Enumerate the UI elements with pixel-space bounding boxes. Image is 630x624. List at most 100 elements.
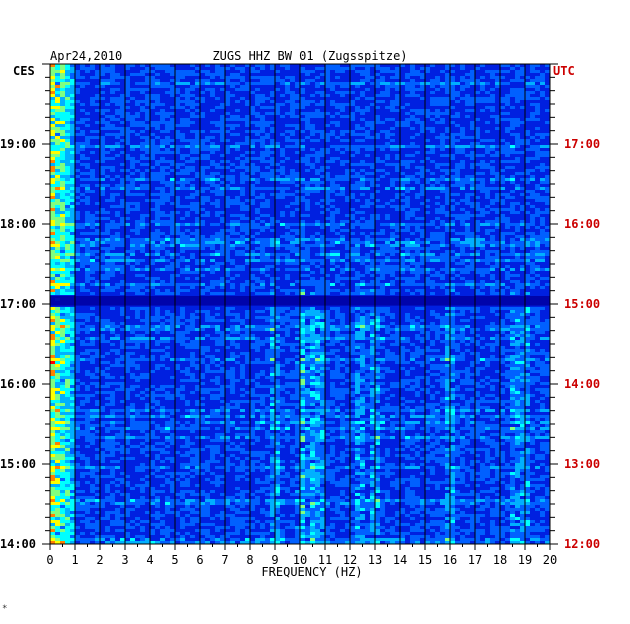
- heatmap-cell: [175, 133, 180, 136]
- heatmap-cell: [50, 331, 55, 334]
- heatmap-cell: [400, 64, 405, 67]
- heatmap-cell: [270, 331, 275, 334]
- heatmap-cell: [165, 214, 170, 217]
- heatmap-cell: [510, 274, 515, 277]
- heatmap-cell: [260, 244, 265, 247]
- heatmap-cell: [375, 67, 380, 70]
- heatmap-cell: [285, 124, 290, 127]
- heatmap-cell: [65, 88, 70, 91]
- heatmap-cell: [375, 307, 380, 310]
- heatmap-cell: [370, 202, 375, 205]
- heatmap-cell: [70, 271, 75, 274]
- heatmap-cell: [55, 169, 60, 172]
- heatmap-cell: [305, 259, 310, 262]
- heatmap-cell: [370, 274, 375, 277]
- heatmap-cell: [390, 259, 395, 262]
- heatmap-cell: [470, 136, 475, 139]
- heatmap-cell: [240, 202, 245, 205]
- heatmap-cell: [225, 229, 230, 232]
- heatmap-cell: [320, 331, 325, 334]
- heatmap-cell: [230, 307, 235, 310]
- heatmap-cell: [60, 310, 65, 313]
- heatmap-cell: [355, 223, 360, 226]
- heatmap-cell: [225, 292, 230, 295]
- heatmap-cell: [130, 259, 135, 262]
- heatmap-cell: [285, 262, 290, 265]
- heatmap-cell: [295, 337, 300, 340]
- heatmap-cell: [375, 64, 380, 67]
- heatmap-cell: [270, 163, 275, 166]
- heatmap-cell: [460, 220, 465, 223]
- heatmap-cell: [490, 244, 495, 247]
- heatmap-cell: [205, 88, 210, 91]
- heatmap-cell: [345, 169, 350, 172]
- heatmap-cell: [505, 313, 510, 316]
- heatmap-cell: [215, 193, 220, 196]
- heatmap-cell: [70, 115, 75, 118]
- heatmap-cell: [370, 265, 375, 268]
- heatmap-cell: [350, 247, 355, 250]
- heatmap-cell: [85, 238, 90, 241]
- heatmap-cell: [465, 193, 470, 196]
- heatmap-cell: [85, 328, 90, 331]
- heatmap-cell: [440, 277, 445, 280]
- heatmap-cell: [120, 106, 125, 109]
- heatmap-cell: [175, 274, 180, 277]
- heatmap-cell: [460, 97, 465, 100]
- heatmap-cell: [420, 160, 425, 163]
- heatmap-cell: [445, 337, 450, 340]
- heatmap-cell: [500, 178, 505, 181]
- heatmap-cell: [130, 346, 135, 349]
- heatmap-cell: [410, 160, 415, 163]
- heatmap-cell: [205, 325, 210, 328]
- heatmap-cell: [400, 82, 405, 85]
- heatmap-cell: [250, 202, 255, 205]
- heatmap-cell: [55, 124, 60, 127]
- heatmap-cell: [50, 142, 55, 145]
- heatmap-cell: [325, 175, 330, 178]
- heatmap-cell: [100, 283, 105, 286]
- heatmap-cell: [145, 88, 150, 91]
- heatmap-cell: [55, 148, 60, 151]
- heatmap-cell: [470, 262, 475, 265]
- heatmap-cell: [125, 67, 130, 70]
- heatmap-cell: [265, 136, 270, 139]
- heatmap-cell: [250, 190, 255, 193]
- heatmap-cell: [75, 283, 80, 286]
- heatmap-cell: [260, 247, 265, 250]
- heatmap-cell: [370, 241, 375, 244]
- heatmap-cell: [535, 139, 540, 142]
- heatmap-cell: [345, 325, 350, 328]
- heatmap-cell: [175, 106, 180, 109]
- heatmap-cell: [530, 112, 535, 115]
- heatmap-cell: [385, 67, 390, 70]
- heatmap-cell: [405, 349, 410, 352]
- heatmap-cell: [395, 100, 400, 103]
- heatmap-cell: [345, 148, 350, 151]
- heatmap-cell: [65, 265, 70, 268]
- heatmap-cell: [260, 286, 265, 289]
- heatmap-cell: [250, 199, 255, 202]
- heatmap-cell: [60, 127, 65, 130]
- heatmap-cell: [295, 232, 300, 235]
- heatmap-cell: [495, 127, 500, 130]
- heatmap-cell: [265, 145, 270, 148]
- heatmap-cell: [50, 70, 55, 73]
- heatmap-cell: [50, 115, 55, 118]
- heatmap-cell: [420, 283, 425, 286]
- heatmap-cell: [285, 112, 290, 115]
- heatmap-cell: [510, 175, 515, 178]
- heatmap-cell: [325, 244, 330, 247]
- heatmap-cell: [425, 181, 430, 184]
- heatmap-cell: [480, 316, 485, 319]
- heatmap-cell: [405, 337, 410, 340]
- heatmap-cell: [50, 238, 55, 241]
- heatmap-cell: [300, 214, 305, 217]
- heatmap-cell: [70, 346, 75, 349]
- heatmap-cell: [480, 172, 485, 175]
- heatmap-cell: [350, 352, 355, 355]
- heatmap-cell: [525, 202, 530, 205]
- heatmap-cell: [290, 235, 295, 238]
- heatmap-cell: [145, 289, 150, 292]
- heatmap-cell: [490, 115, 495, 118]
